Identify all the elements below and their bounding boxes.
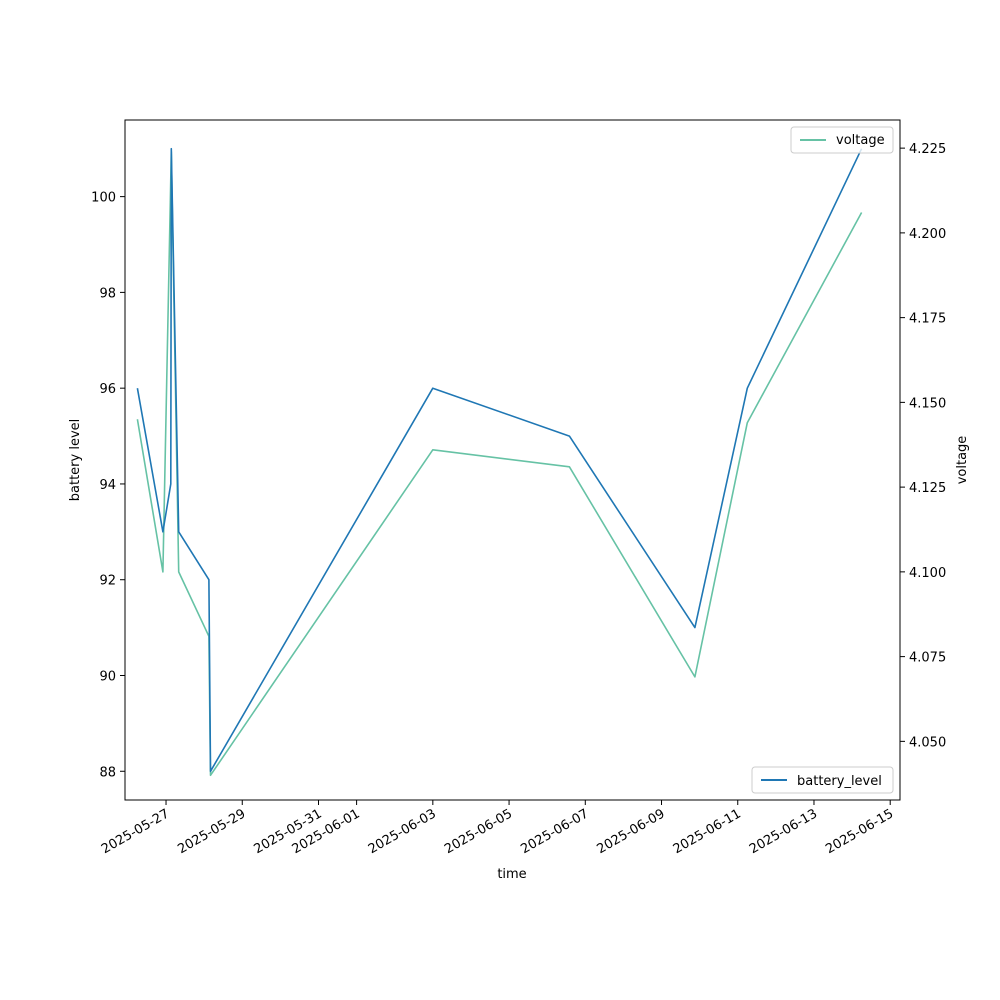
y-axis-right: 4.050 4.075 4.100 4.125 4.150 4.175 4.200 4.225 <box>900 142 946 750</box>
y-axis-title-left: battery level <box>68 419 83 502</box>
legend-battery-level-frame <box>751 766 894 794</box>
legend-battery-level-label: battery_level <box>797 774 882 789</box>
y-tick-label-right: 4.125 <box>909 481 946 496</box>
y-tick-label-right: 4.175 <box>909 312 946 327</box>
y-tick-label-left: 92 <box>99 574 116 589</box>
legend-voltage-label: voltage <box>836 133 885 148</box>
series-line-voltage <box>136 150 863 777</box>
y-tick-label-left: 90 <box>99 669 116 684</box>
y-tick-label-right: 4.100 <box>909 566 946 581</box>
plot-frame <box>124 119 901 801</box>
y-axis-left: 88 90 92 94 96 98 100 <box>91 191 125 780</box>
y-tick-label-right: 4.150 <box>909 396 946 411</box>
y-tick-label-left: 96 <box>99 382 116 397</box>
y-tick-label-left: 98 <box>99 286 116 301</box>
y-tick-label-right: 4.200 <box>909 227 946 242</box>
y-axis-title-right: voltage <box>955 436 970 485</box>
x-axis-title: time <box>497 867 526 882</box>
y-tick-label-left: 88 <box>99 765 116 780</box>
y-tick-label-left: 94 <box>99 478 116 493</box>
legend-voltage: voltage <box>790 126 894 154</box>
y-tick-label-left: 100 <box>91 191 116 206</box>
plot-layer <box>136 147 863 777</box>
y-tick-label-right: 4.225 <box>909 142 946 157</box>
y-tick-label-right: 4.050 <box>909 735 946 750</box>
y-tick-label-right: 4.075 <box>909 651 946 666</box>
series-line-battery-level <box>136 147 863 773</box>
legend-voltage-frame <box>790 126 894 154</box>
legend-battery-level: battery_level <box>751 766 894 794</box>
